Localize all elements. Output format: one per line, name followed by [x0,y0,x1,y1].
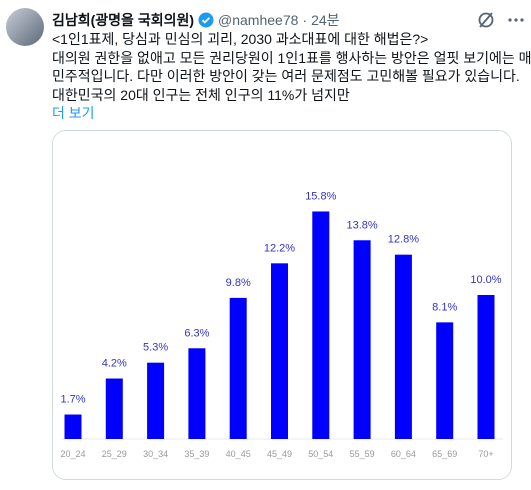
tweet-header: 김남희(광명을 국회의원) @namhee78 · 24분 [52,10,340,30]
data-label: 5.3% [143,342,168,354]
data-label: 4.2% [102,358,127,370]
x-tick-label: 30_34 [143,449,168,459]
x-tick-label: 45_49 [267,449,292,459]
data-label: 12.8% [388,234,419,246]
data-label: 12.2% [264,242,295,254]
x-tick-label: 55_59 [350,449,375,459]
data-label: 1.7% [60,394,85,406]
more-menu[interactable] [508,18,524,22]
data-label: 13.8% [346,219,377,231]
separator: · [302,12,308,28]
text-line: 대한민국의 20대 인구는 전체 인구의 11%가 넘지만 [52,86,350,103]
handle[interactable]: @namhee78 [218,12,299,28]
x-tick-label: 70+ [478,449,493,459]
bar [394,254,412,439]
data-label: 8.1% [432,301,457,313]
bar [477,295,495,439]
text-line: 대의원 권한을 없애고 모든 권리당원이 1인1표를 행사하는 방안은 얼핏 보… [52,49,531,66]
author-name[interactable]: 김남희(광명을 국회의원) [52,12,195,28]
x-tick-label: 35_39 [184,449,209,459]
grok-icon[interactable] [478,12,494,28]
bar [229,297,247,439]
x-tick-label: 50_54 [308,449,333,459]
show-more[interactable]: 더 보기 [52,105,95,121]
x-tick-label: 20_24 [60,449,85,459]
text-line: 민주적입니다. 다만 이러한 방안이 갖는 여러 문제점도 고민해볼 필요가 있… [52,68,520,84]
x-tick-label: 65_69 [432,449,457,459]
x-tick-label: 40_45 [226,449,251,459]
data-label: 10.0% [470,274,501,286]
tweet-text: <1인1표제, 당심과 민심의 괴리, 2030 과소대표에 대한 해법은?> … [52,30,531,123]
bar [271,263,288,439]
verified-badge [198,12,214,28]
avatar[interactable] [6,8,44,46]
bar [64,414,82,439]
data-label: 15.8% [305,190,336,202]
bar [147,362,165,439]
bar [188,348,206,439]
chart: 1.7% 20_24 4.2% 25_29 5.3% 30_34 6.3% 35_39 9.8%… [53,131,511,479]
media-card[interactable]: 1.7% 20_24 4.2% 25_29 5.3% 30_34 6.3% 35_39 9.8%… [52,130,512,480]
tweet-actions [478,12,524,28]
bar [312,211,330,439]
bar [436,322,454,439]
data-label: 6.3% [184,327,209,339]
data-label: 9.8% [226,277,251,289]
text-line: <1인1표제, 당심과 민심의 괴리, 2030 과소대표에 대한 해법은?> [52,31,429,47]
bar [105,378,123,439]
timestamp[interactable]: 24분 [311,12,340,28]
bar [353,240,371,439]
x-tick-label: 25_29 [102,449,127,459]
x-tick-label: 60_64 [391,449,416,459]
